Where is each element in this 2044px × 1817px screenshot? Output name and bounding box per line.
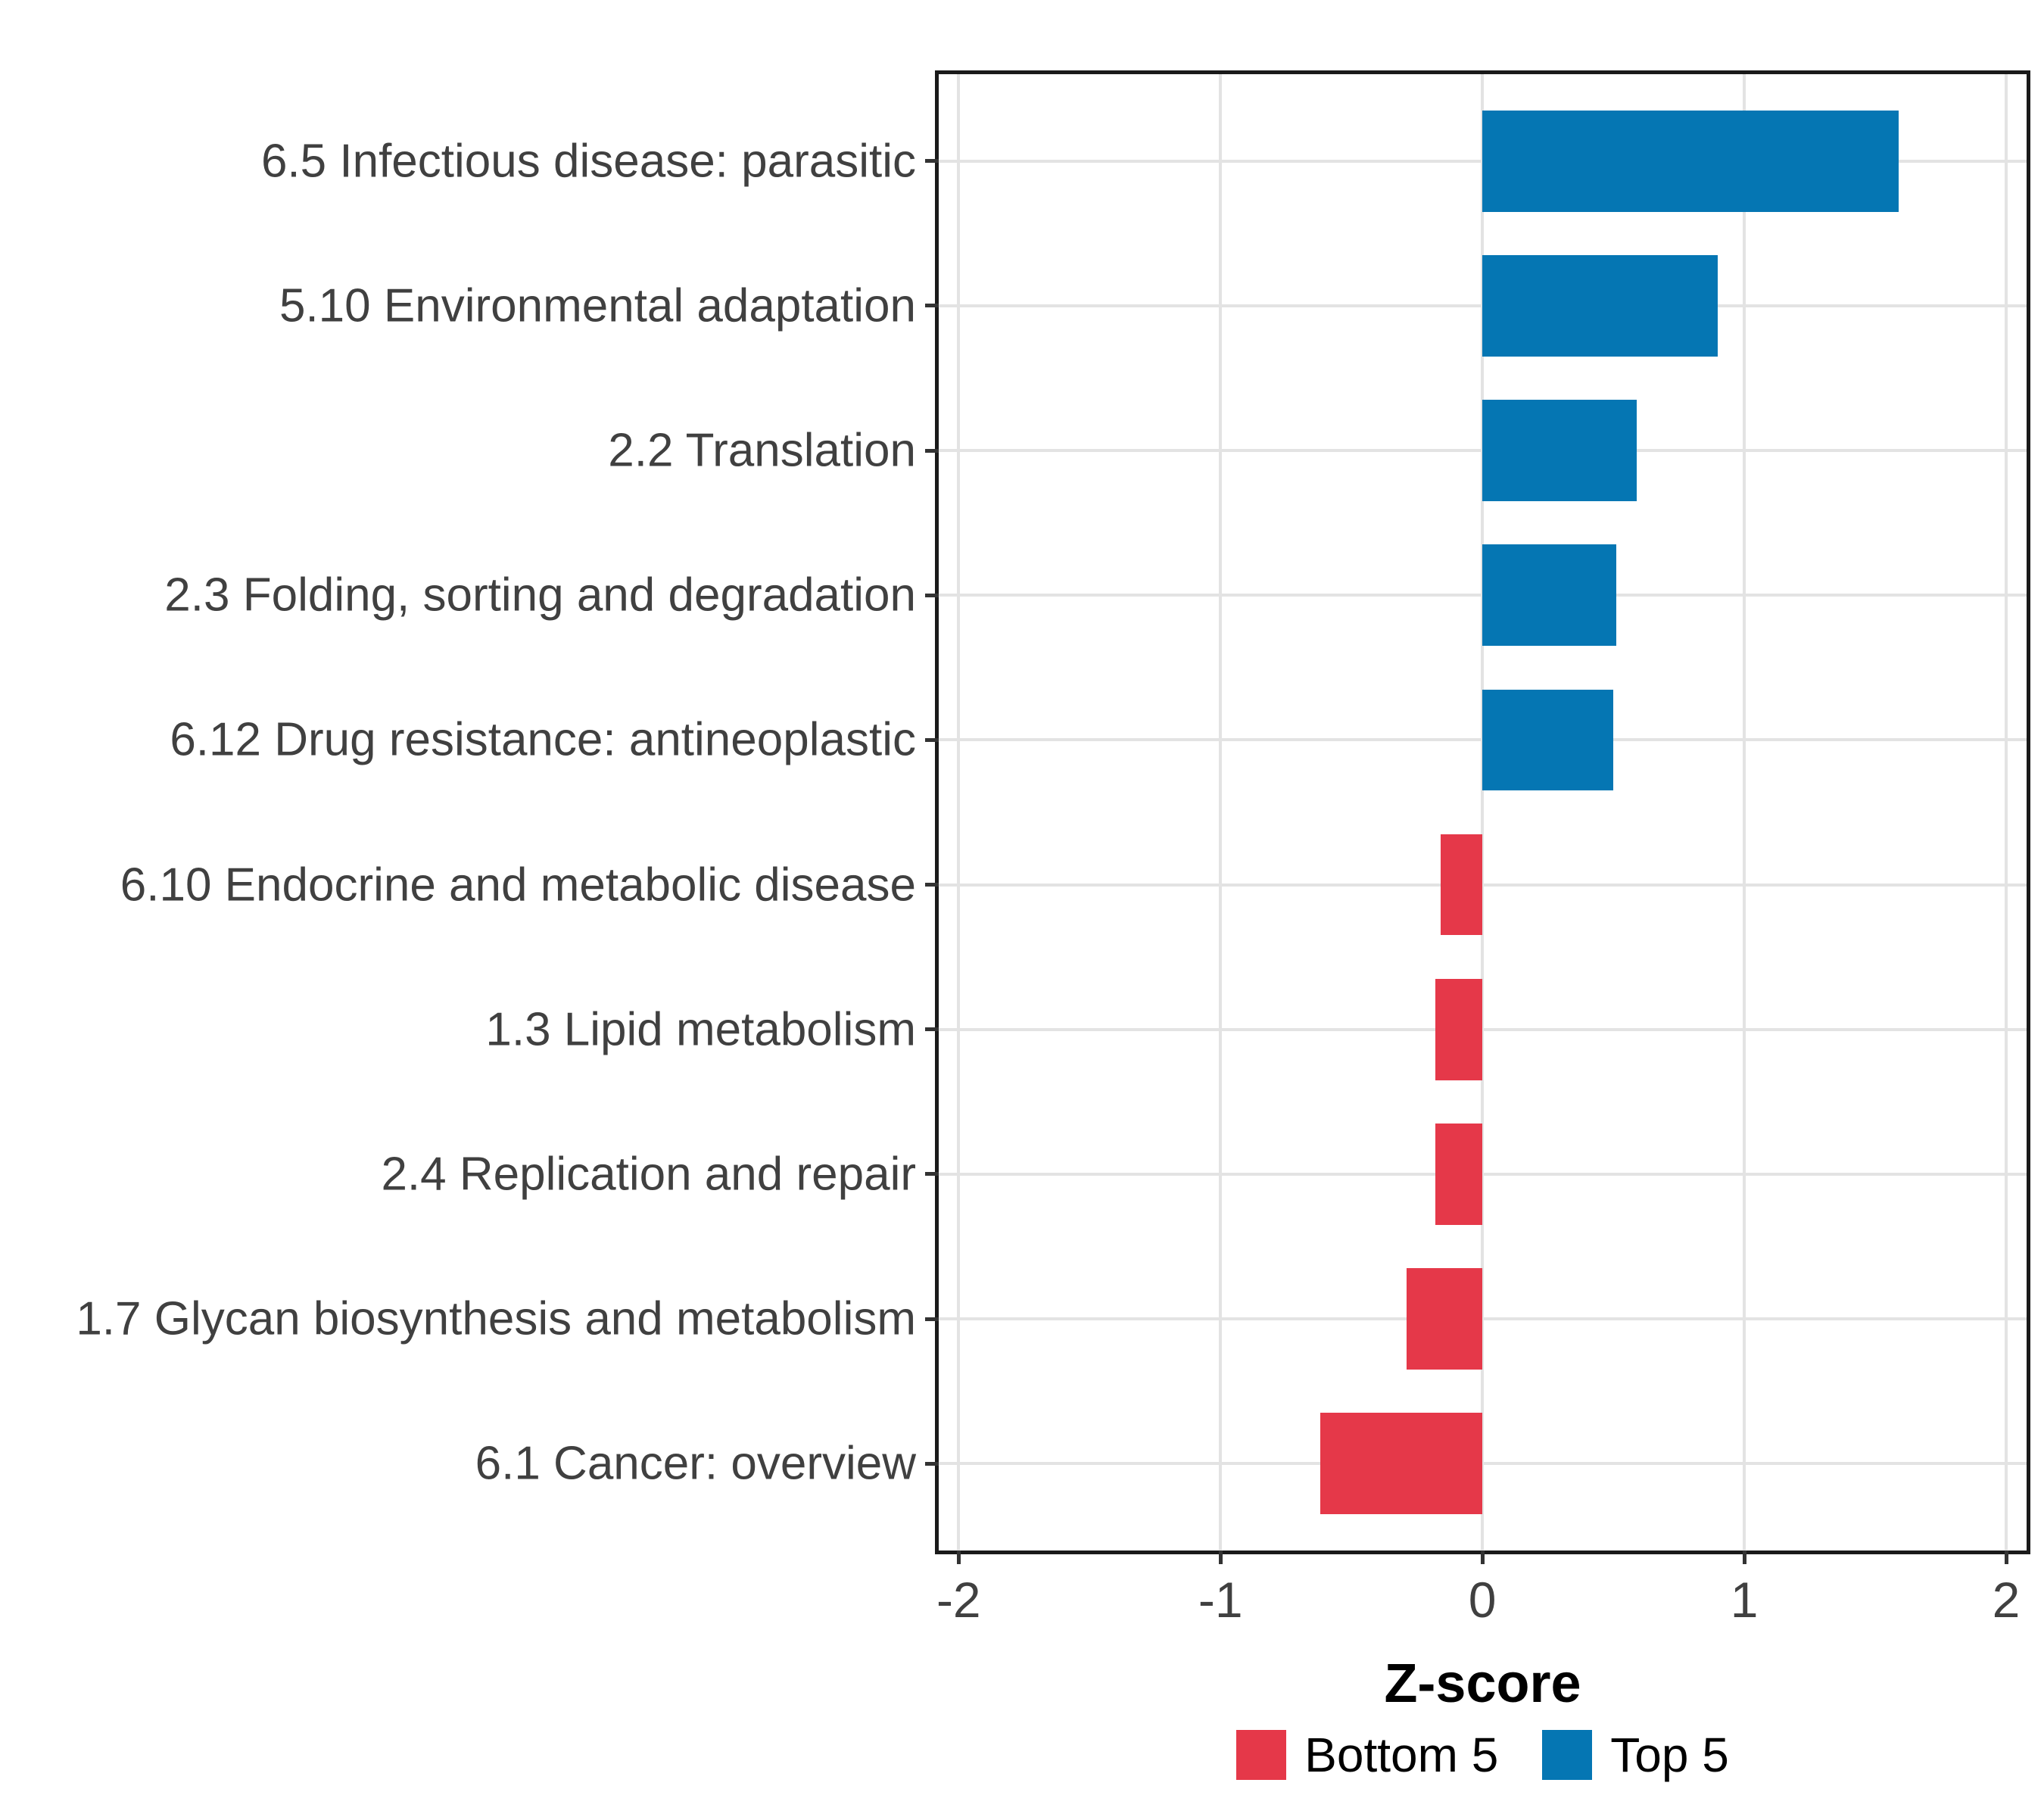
bar-bottom5 [1406, 1268, 1483, 1370]
category-label: 6.12 Drug resistance: antineoplastic [170, 713, 916, 766]
vertical-gridline [1219, 74, 1223, 1551]
x-tick-label: 1 [1730, 1572, 1759, 1628]
x-tick-mark [1218, 1551, 1223, 1564]
horizontal-gridline [939, 1462, 2027, 1466]
x-tick-mark [956, 1551, 961, 1564]
bar-bottom5 [1440, 834, 1483, 936]
category-label: 5.10 Environmental adaptation [279, 279, 916, 332]
y-tick-mark [925, 304, 939, 308]
horizontal-gridline [939, 883, 2027, 887]
y-tick-mark [925, 883, 939, 887]
legend-label: Bottom 5 [1304, 1728, 1499, 1782]
vertical-gridline [1743, 74, 1746, 1551]
horizontal-gridline [939, 1027, 2027, 1031]
category-label: 1.3 Lipid metabolism [485, 1003, 916, 1056]
y-tick-mark [925, 593, 939, 597]
x-tick-label: 0 [1468, 1572, 1497, 1628]
x-tick-mark [1742, 1551, 1746, 1564]
y-tick-mark [925, 1461, 939, 1466]
legend-label: Top 5 [1610, 1728, 1729, 1782]
y-tick-mark [925, 1027, 939, 1032]
category-label: 6.1 Cancer: overview [475, 1437, 916, 1490]
legend-key-swatch [1542, 1730, 1593, 1780]
x-axis-title: Z-score [1384, 1653, 1581, 1714]
bar-top5 [1482, 110, 1899, 212]
x-tick-mark [1480, 1551, 1485, 1564]
category-label: 2.4 Replication and repair [381, 1148, 916, 1201]
y-tick-mark [925, 1172, 939, 1177]
legend: Bottom 5 Top 5 [939, 1728, 2027, 1781]
vertical-gridline [1481, 74, 1485, 1551]
bar-bottom5 [1435, 978, 1483, 1080]
y-tick-mark [925, 1317, 939, 1321]
vertical-gridline [2005, 74, 2008, 1551]
category-label: 2.2 Translation [608, 424, 916, 477]
plot-panel [939, 74, 2027, 1551]
bar-top5 [1482, 544, 1616, 647]
vertical-gridline [957, 74, 961, 1551]
bar-top5 [1482, 254, 1718, 357]
bar-top5 [1482, 400, 1637, 501]
bar-bottom5 [1320, 1413, 1483, 1515]
x-tick-label: -1 [1198, 1572, 1243, 1628]
y-tick-mark [925, 737, 939, 742]
x-tick-mark [2004, 1551, 2008, 1564]
category-label: 1.7 Glycan biosynthesis and metabolism [76, 1292, 916, 1345]
x-tick-label: -2 [936, 1572, 981, 1628]
y-tick-mark [925, 159, 939, 164]
horizontal-gridline [939, 1317, 2027, 1321]
bar-bottom5 [1435, 1124, 1483, 1225]
legend-entry: Top 5 [1542, 1730, 1729, 1780]
horizontal-gridline [939, 1172, 2027, 1176]
x-tick-label: 2 [1992, 1572, 2021, 1628]
legend-entry: Bottom 5 [1236, 1730, 1498, 1780]
bar-top5 [1482, 689, 1614, 791]
category-label: 2.3 Folding, sorting and degradation [164, 569, 916, 622]
legend-key-swatch [1236, 1730, 1287, 1780]
category-label: 6.10 Endocrine and metabolic disease [120, 858, 916, 911]
category-label: 6.5 Infectious disease: parasitic [260, 135, 916, 188]
y-tick-mark [925, 448, 939, 453]
